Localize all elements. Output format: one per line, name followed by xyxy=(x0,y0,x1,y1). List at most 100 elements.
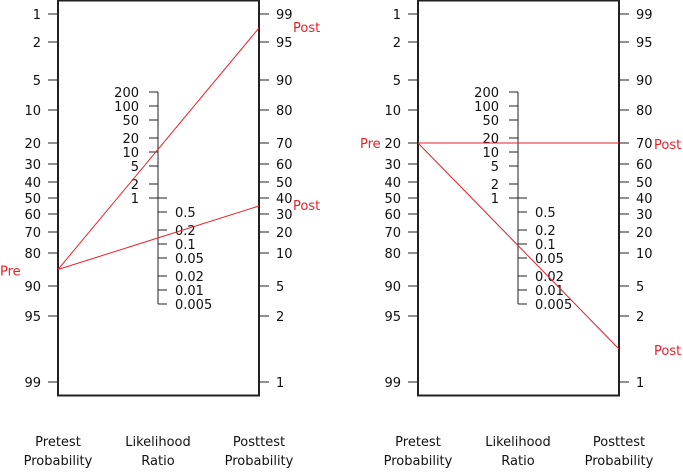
lr-tick-label: 0.5 xyxy=(175,206,196,221)
posttest-tick-label: 5 xyxy=(276,280,284,295)
lr-tick-label: 0.005 xyxy=(535,298,572,313)
pretest-tick-label: 5 xyxy=(393,74,401,89)
caption-pretest: Pretest xyxy=(35,435,81,450)
caption-lr: Ratio xyxy=(501,454,534,469)
caption-posttest: Probability xyxy=(225,454,294,469)
pretest-tick-label: 99 xyxy=(24,376,41,391)
posttest-tick-label: 40 xyxy=(276,192,293,207)
caption-posttest: Posttest xyxy=(233,435,285,450)
caption-pretest: Probability xyxy=(24,454,93,469)
pretest-tick-label: 50 xyxy=(384,192,401,207)
lr-tick-label: 0.01 xyxy=(175,284,204,299)
pretest-tick-label: 5 xyxy=(33,74,41,89)
pretest-tick-label: 30 xyxy=(24,158,41,173)
pretest-tick-label: 10 xyxy=(384,104,401,119)
caption-posttest: Posttest xyxy=(593,435,645,450)
lr-tick-label: 50 xyxy=(122,114,139,129)
lr-tick-label: 1 xyxy=(491,192,499,207)
post-label: Post xyxy=(293,21,320,36)
posttest-tick-label: 90 xyxy=(636,74,653,89)
pretest-tick-label: 50 xyxy=(24,192,41,207)
posttest-tick-label: 50 xyxy=(636,176,653,191)
lr-tick-label: 0.02 xyxy=(175,270,204,285)
posttest-tick-label: 90 xyxy=(276,74,293,89)
lr-tick-label: 0.01 xyxy=(535,284,564,299)
lr-tick-label: 200 xyxy=(114,86,139,101)
pretest-tick-label: 40 xyxy=(384,176,401,191)
post-label: Post xyxy=(654,138,681,153)
posttest-tick-label: 80 xyxy=(276,104,293,119)
posttest-tick-label: 70 xyxy=(636,137,653,152)
pre-label: Pre xyxy=(360,137,381,152)
pretest-tick-label: 1 xyxy=(33,8,41,23)
posttest-tick-label: 10 xyxy=(276,247,293,262)
posttest-tick-label: 95 xyxy=(636,36,653,51)
pretest-tick-label: 60 xyxy=(24,208,41,223)
posttest-tick-label: 2 xyxy=(636,310,644,325)
posttest-tick-label: 40 xyxy=(636,192,653,207)
posttest-tick-label: 1 xyxy=(636,376,644,391)
lr-tick-label: 1 xyxy=(131,192,139,207)
posttest-tick-label: 70 xyxy=(276,137,293,152)
posttest-tick-label: 2 xyxy=(276,310,284,325)
lr-tick-label: 100 xyxy=(474,100,499,115)
lr-tick-label: 0.1 xyxy=(175,238,196,253)
pretest-tick-label: 60 xyxy=(384,208,401,223)
lr-tick-label: 10 xyxy=(122,146,139,161)
pretest-tick-label: 20 xyxy=(384,137,401,152)
lr-tick-label: 0.1 xyxy=(535,238,556,253)
posttest-tick-label: 60 xyxy=(636,158,653,173)
pretest-tick-label: 30 xyxy=(384,158,401,173)
pretest-tick-label: 95 xyxy=(24,310,41,325)
posttest-tick-label: 80 xyxy=(636,104,653,119)
lr-tick-label: 0.05 xyxy=(175,252,204,267)
lr-tick-label: 20 xyxy=(482,132,499,147)
pretest-tick-label: 10 xyxy=(24,104,41,119)
lr-tick-label: 2 xyxy=(491,178,499,193)
lr-tick-label: 0.05 xyxy=(535,252,564,267)
caption-lr: Likelihood xyxy=(125,435,191,450)
pretest-tick-label: 99 xyxy=(384,376,401,391)
post-label: Post xyxy=(654,344,681,359)
posttest-tick-label: 99 xyxy=(276,8,293,23)
caption-lr: Ratio xyxy=(141,454,174,469)
pretest-tick-label: 95 xyxy=(384,310,401,325)
lr-tick-label: 10 xyxy=(482,146,499,161)
pretest-tick-label: 20 xyxy=(24,137,41,152)
caption-lr: Likelihood xyxy=(485,435,551,450)
lr-tick-label: 20 xyxy=(122,132,139,147)
caption-posttest: Probability xyxy=(585,454,654,469)
lr-tick-label: 0.2 xyxy=(535,224,556,239)
nomogram-line xyxy=(417,142,620,350)
pretest-tick-label: 1 xyxy=(393,8,401,23)
pretest-tick-label: 90 xyxy=(384,280,401,295)
caption-pretest: Probability xyxy=(384,454,453,469)
posttest-tick-label: 95 xyxy=(276,36,293,51)
lr-tick-label: 5 xyxy=(131,160,139,175)
posttest-tick-label: 30 xyxy=(636,208,653,223)
pretest-tick-label: 80 xyxy=(384,247,401,262)
nomogram-line xyxy=(57,205,260,270)
lr-tick-label: 200 xyxy=(474,86,499,101)
pretest-tick-label: 70 xyxy=(384,226,401,241)
nomogram-line xyxy=(57,27,260,270)
caption-pretest: Pretest xyxy=(395,435,441,450)
pretest-tick-label: 2 xyxy=(393,36,401,51)
lr-tick-label: 100 xyxy=(114,100,139,115)
lr-tick-label: 0.005 xyxy=(175,298,212,313)
lr-tick-label: 0.5 xyxy=(535,206,556,221)
posttest-tick-label: 5 xyxy=(636,280,644,295)
lr-tick-label: 2 xyxy=(131,178,139,193)
posttest-tick-label: 20 xyxy=(276,226,293,241)
pre-label: Pre xyxy=(0,265,21,280)
pretest-tick-label: 40 xyxy=(24,176,41,191)
posttest-tick-label: 20 xyxy=(636,226,653,241)
pretest-tick-label: 80 xyxy=(24,247,41,262)
posttest-tick-label: 1 xyxy=(276,376,284,391)
posttest-tick-label: 60 xyxy=(276,158,293,173)
posttest-tick-label: 10 xyxy=(636,247,653,262)
post-label: Post xyxy=(293,199,320,214)
pretest-tick-label: 90 xyxy=(24,280,41,295)
posttest-tick-label: 50 xyxy=(276,176,293,191)
